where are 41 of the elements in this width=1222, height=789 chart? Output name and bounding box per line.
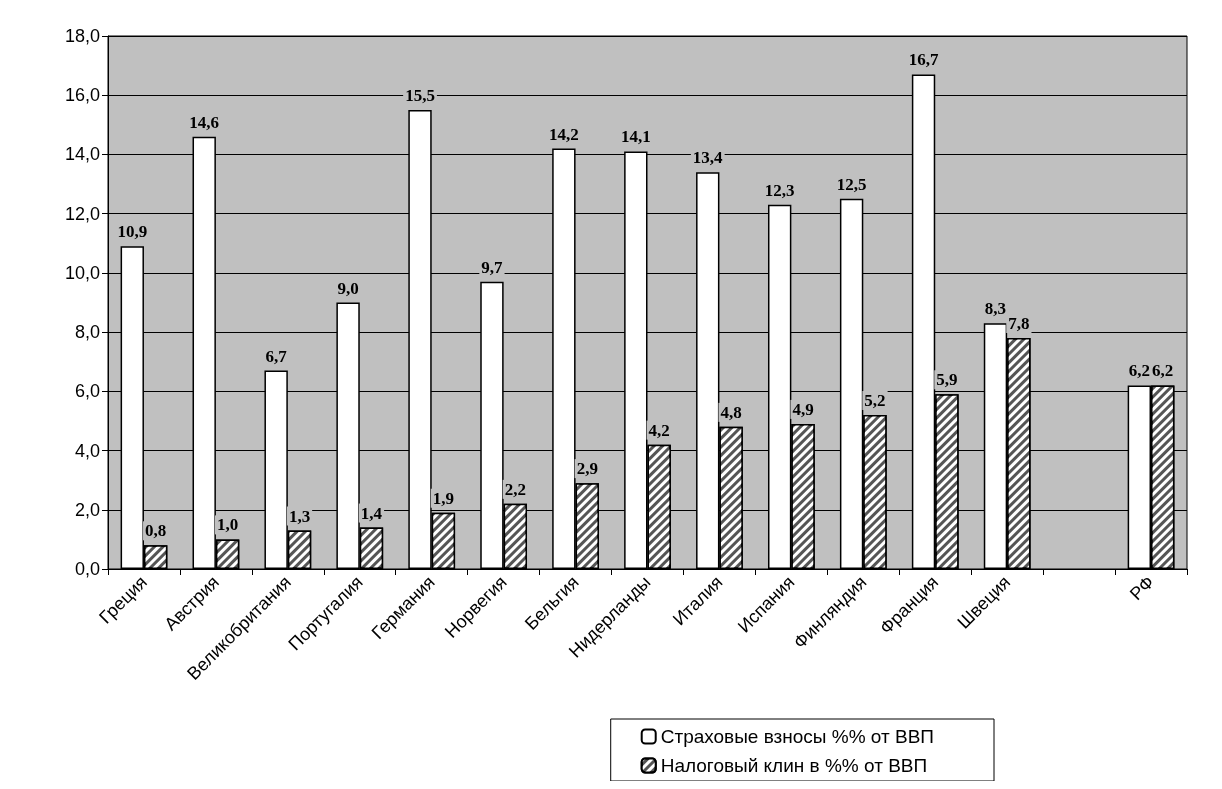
data-label: 9,7 (481, 257, 504, 277)
data-label: 1,0 (216, 515, 239, 535)
data-label: 4,9 (792, 399, 814, 419)
data-label: 14,1 (620, 127, 651, 147)
data-label: 6,7 (265, 346, 288, 366)
y-tick-label: 6,0 (74, 381, 100, 402)
y-tick-label: 10,0 (64, 262, 100, 283)
data-label: 1,9 (432, 488, 455, 508)
data-label: 7,8 (1008, 314, 1030, 334)
legend-label: Налоговый клин в %% от ВВП (660, 755, 928, 776)
data-label: 1,4 (360, 503, 383, 523)
data-label: 14,2 (549, 124, 579, 144)
y-tick-label: 4,0 (74, 440, 100, 461)
data-label: 14,6 (189, 112, 220, 132)
data-label: 2,9 (576, 459, 598, 479)
data-label: 16,7 (908, 50, 939, 70)
data-label: 9,0 (337, 278, 359, 298)
data-label: 2,2 (504, 479, 526, 499)
data-label: 15,5 (405, 86, 435, 106)
y-tick-label: 12,0 (64, 203, 100, 224)
y-tick-label: 16,0 (64, 85, 100, 106)
data-label: 12,5 (836, 174, 867, 194)
y-tick-label: 0,0 (74, 559, 100, 579)
data-label: 6,2 (1128, 361, 1150, 381)
data-label: 10,9 (117, 222, 148, 242)
data-label: 5,9 (936, 370, 958, 390)
data-label: 0,8 (145, 521, 167, 541)
y-tick-label: 8,0 (74, 322, 100, 343)
data-label: 6,2 (1152, 361, 1174, 381)
data-label: 8,3 (984, 299, 1007, 319)
y-tick-label: 2,0 (74, 499, 100, 520)
y-tick-label: 14,0 (64, 144, 100, 165)
y-tick-label: 18,0 (64, 26, 100, 46)
data-label: 1,3 (288, 506, 311, 526)
data-label: 13,4 (692, 148, 724, 168)
data-label: 5,2 (864, 391, 886, 411)
data-label: 4,8 (720, 402, 742, 422)
legend-label: Страховые взносы %% от ВВП (660, 726, 934, 747)
data-label: 4,2 (648, 420, 670, 440)
data-label: 12,3 (764, 180, 795, 200)
x-tick-label: РФ (1125, 571, 1159, 605)
